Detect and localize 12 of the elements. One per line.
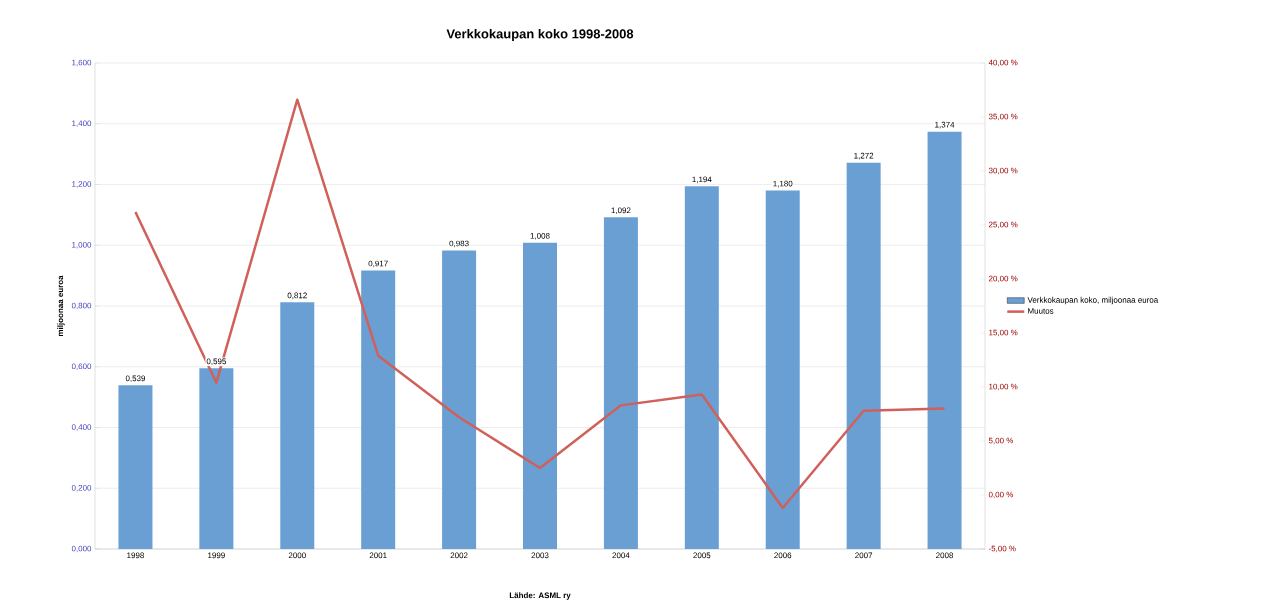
bar bbox=[846, 162, 881, 549]
bar bbox=[280, 302, 315, 549]
bar bbox=[765, 190, 800, 549]
bar bbox=[361, 270, 396, 549]
bar bbox=[523, 242, 557, 549]
bar bbox=[603, 217, 638, 549]
bar bbox=[684, 186, 719, 549]
bar bbox=[118, 385, 153, 549]
bar bbox=[199, 368, 234, 549]
bar bbox=[927, 131, 962, 549]
bar bbox=[442, 250, 477, 549]
chart-title: Verkkokaupan koko 1998-2008 bbox=[446, 28, 634, 42]
